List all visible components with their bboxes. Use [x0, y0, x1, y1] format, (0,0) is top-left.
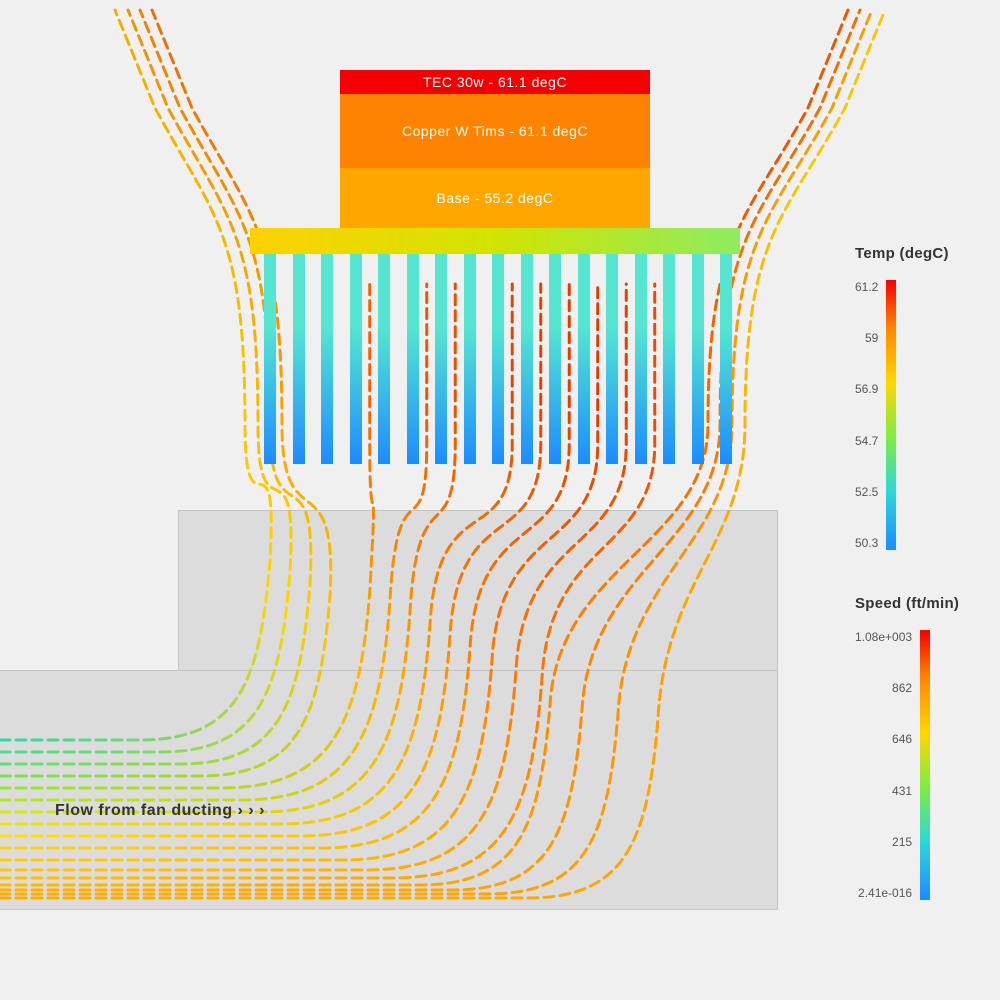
heatsink-fin: [492, 254, 504, 464]
legend-temp-colorbar: [886, 280, 896, 550]
legend-temp-title: Temp (degC): [855, 245, 949, 262]
heatsink-fin: [464, 254, 476, 464]
heatsink-fin: [606, 254, 618, 464]
legend-speed-colorbar: [920, 630, 930, 900]
heatsink-fin: [435, 254, 447, 464]
heatsink-fin: [663, 254, 675, 464]
streamline: [0, 10, 291, 752]
legend-tick: 59: [865, 331, 878, 345]
legend-speed-title: Speed (ft/min): [855, 595, 959, 612]
legend-tick: 1.08e+003: [855, 630, 912, 644]
heatsink-fin: [293, 254, 305, 464]
legend-tick: 646: [892, 732, 912, 746]
legend-tick: 215: [892, 835, 912, 849]
legend-temp: Temp (degC) 61.2 59 56.9 54.7 52.5 50.3: [855, 245, 949, 550]
copper-label: Copper W Tims - 61.1 degC: [402, 123, 588, 139]
streamline: [0, 10, 271, 740]
legend-tick: 52.5: [855, 485, 878, 499]
heatsink-fin: [521, 254, 533, 464]
heatsink-fin: [350, 254, 362, 464]
spreader-plate: [250, 228, 740, 254]
base-block: Base - 55.2 degC: [340, 168, 650, 228]
heatsink-fin: [407, 254, 419, 464]
legend-tick: 431: [892, 784, 912, 798]
heatsink-fin: [264, 254, 276, 464]
heatsink-fin: [378, 254, 390, 464]
legend-tick: 56.9: [855, 382, 878, 396]
legend-speed: Speed (ft/min) 1.08e+003 862 646 431 215 2.41e…: [855, 595, 959, 900]
heatsink-fin: [549, 254, 561, 464]
copper-block: Copper W Tims - 61.1 degC: [340, 94, 650, 168]
legend-tick: 50.3: [855, 536, 878, 550]
heatsink-fin: [635, 254, 647, 464]
heatsink-fin: [321, 254, 333, 464]
heatsink-fin: [578, 254, 590, 464]
heatsink-fin: [720, 254, 732, 464]
legend-tick: 2.41e-016: [858, 886, 912, 900]
tec-block: TEC 30w - 61.1 degC: [340, 70, 650, 94]
heatsink-fin: [692, 254, 704, 464]
base-label: Base - 55.2 degC: [437, 190, 554, 206]
legend-tick: 862: [892, 681, 912, 695]
tec-label: TEC 30w - 61.1 degC: [423, 74, 567, 90]
legend-tick: 54.7: [855, 434, 878, 448]
flow-label: Flow from fan ducting › › ›: [55, 802, 265, 820]
thermal-diagram: TEC 30w - 61.1 degC Copper W Tims - 61.1 …: [0, 0, 1000, 1000]
streamline: [0, 284, 373, 788]
legend-tick: 61.2: [855, 280, 878, 294]
